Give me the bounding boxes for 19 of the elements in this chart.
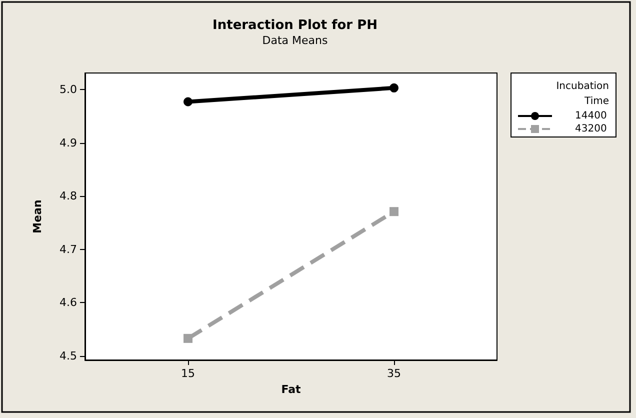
legend-title: Incubation Time [556, 81, 609, 107]
chart-subtitle: Data Means [262, 34, 328, 47]
y-tick-label: 4.7 [60, 242, 77, 256]
legend-label: 14400 [575, 110, 607, 122]
x-axis-title: Fat [281, 382, 301, 396]
y-tick-label: 4.8 [60, 190, 77, 203]
y-axis-title: Mean [31, 200, 44, 234]
y-tick-label: 5.0 [60, 83, 77, 96]
y-tick-label: 4.5 [60, 350, 77, 363]
legend-label: 43200 [575, 124, 607, 134]
y-tick-label: 4.6 [60, 296, 77, 310]
x-tick-label: 35 [387, 367, 401, 380]
chart-title: Interaction Plot for PH [212, 18, 378, 33]
point [390, 83, 398, 92]
y-tick-label: 4.9 [60, 136, 77, 150]
point [184, 97, 192, 106]
x-tick-label: 15 [181, 367, 195, 380]
point [390, 207, 398, 216]
point [184, 334, 192, 343]
